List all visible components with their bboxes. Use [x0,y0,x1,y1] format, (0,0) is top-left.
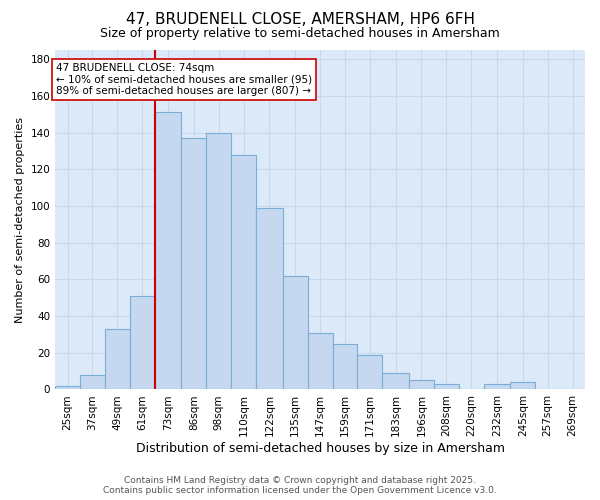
Bar [256,208,283,390]
Bar [231,154,256,390]
Bar [80,375,105,390]
Text: Contains HM Land Registry data © Crown copyright and database right 2025.
Contai: Contains HM Land Registry data © Crown c… [103,476,497,495]
Bar [409,380,434,390]
Bar [434,384,459,390]
Bar [181,138,206,390]
Text: Size of property relative to semi-detached houses in Amersham: Size of property relative to semi-detach… [100,28,500,40]
Bar [484,384,511,390]
Text: 47, BRUDENELL CLOSE, AMERSHAM, HP6 6FH: 47, BRUDENELL CLOSE, AMERSHAM, HP6 6FH [125,12,475,28]
Bar [206,132,231,390]
X-axis label: Distribution of semi-detached houses by size in Amersham: Distribution of semi-detached houses by … [136,442,505,455]
Bar [155,112,181,390]
Bar [55,386,80,390]
Text: 47 BRUDENELL CLOSE: 74sqm
← 10% of semi-detached houses are smaller (95)
89% of : 47 BRUDENELL CLOSE: 74sqm ← 10% of semi-… [56,63,313,96]
Y-axis label: Number of semi-detached properties: Number of semi-detached properties [15,116,25,322]
Bar [358,354,382,390]
Bar [511,382,535,390]
Bar [332,344,358,390]
Bar [283,276,308,390]
Bar [308,332,332,390]
Bar [130,296,155,390]
Bar [105,329,130,390]
Bar [382,373,409,390]
